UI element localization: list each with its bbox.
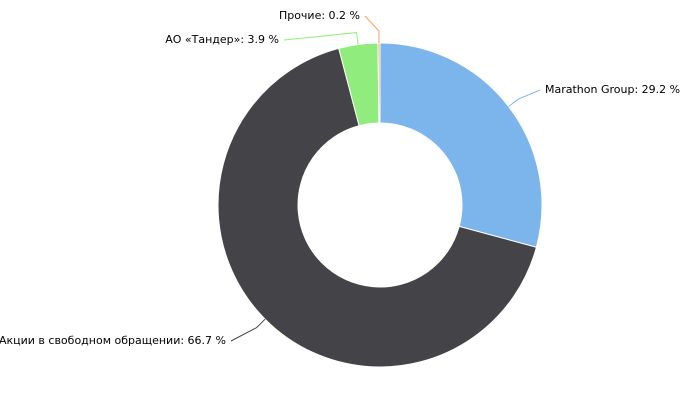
donut-slice xyxy=(217,47,538,368)
connector xyxy=(364,15,380,44)
connector xyxy=(230,318,266,342)
connector xyxy=(508,89,541,107)
data-label: Прочие: 0.2 % xyxy=(279,9,360,22)
connector xyxy=(283,32,359,45)
data-label: Marathon Group: 29.2 % xyxy=(545,83,680,96)
donut-slice xyxy=(379,42,543,248)
donut-slice xyxy=(377,42,381,124)
data-label: Акции в свободном обращении: 66.7 % xyxy=(0,334,226,347)
data-label: АО «Тандер»: 3.9 % xyxy=(165,33,279,46)
